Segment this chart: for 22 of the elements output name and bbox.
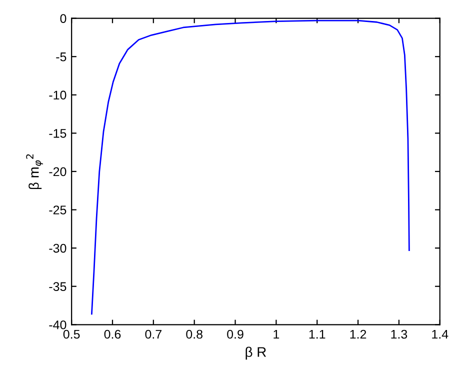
x-tick-label: 1.3	[391, 330, 408, 339]
x-tick-label: 0.6	[104, 330, 121, 339]
y-tick-label: -35	[49, 282, 66, 291]
line-series	[91, 20, 410, 315]
x-tick-label: 1.1	[309, 330, 326, 339]
y-tick-label: -10	[49, 90, 66, 100]
y-tick-label: -40	[49, 320, 66, 330]
y-tick-label: -30	[49, 244, 66, 253]
x-tick-label: 1	[274, 330, 280, 339]
y-tick-label: -20	[49, 167, 66, 176]
x-tick-label: 0.9	[227, 330, 244, 339]
y-tick-label: -15	[49, 129, 66, 138]
x-tick-label: 1.4	[432, 330, 448, 339]
x-tick-label: 1.2	[350, 330, 366, 339]
y-tick-label: -25	[49, 206, 66, 214]
x-tick-label: 0.8	[186, 330, 202, 339]
x-tick-label: 0.7	[145, 330, 162, 339]
x-axis-title: β R	[246, 346, 266, 360]
y-axis-title: β m$_{φ}$$^{2}$	[26, 154, 43, 190]
y-tick-label: 0	[60, 14, 66, 23]
y-tick-label: -5	[56, 52, 66, 62]
x-tick-label: 0.5	[63, 330, 80, 339]
